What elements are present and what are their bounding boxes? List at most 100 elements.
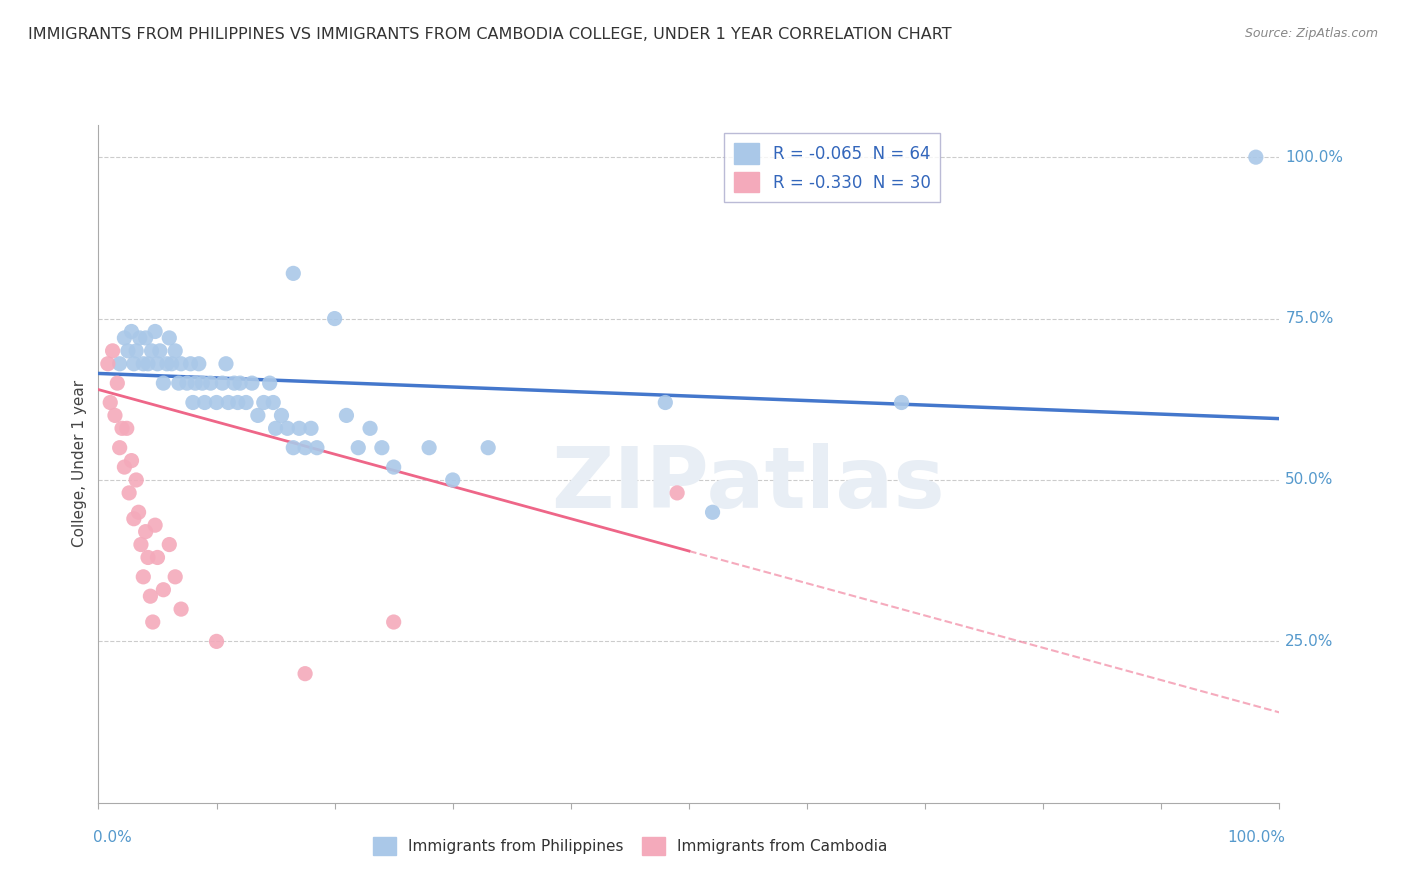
Point bbox=[135, 331, 157, 345]
Point bbox=[156, 357, 179, 371]
Point bbox=[191, 376, 214, 391]
Point bbox=[170, 357, 193, 371]
Point bbox=[167, 376, 190, 391]
Text: IMMIGRANTS FROM PHILIPPINES VS IMMIGRANTS FROM CAMBODIA COLLEGE, UNDER 1 YEAR CO: IMMIGRANTS FROM PHILIPPINES VS IMMIGRANT… bbox=[28, 27, 952, 42]
Point bbox=[181, 395, 204, 409]
Point bbox=[129, 537, 152, 551]
Text: 50.0%: 50.0% bbox=[1285, 473, 1334, 488]
Point bbox=[165, 343, 187, 358]
Point bbox=[441, 473, 464, 487]
Point bbox=[165, 570, 187, 584]
Point bbox=[132, 570, 155, 584]
Point bbox=[98, 395, 121, 409]
Point bbox=[276, 421, 298, 435]
Point bbox=[108, 441, 131, 455]
Point bbox=[382, 460, 405, 475]
Point bbox=[224, 376, 246, 391]
Point bbox=[152, 582, 174, 597]
Text: 25.0%: 25.0% bbox=[1285, 634, 1334, 648]
Point bbox=[335, 409, 357, 423]
Point bbox=[128, 331, 150, 345]
Y-axis label: College, Under 1 year: College, Under 1 year bbox=[72, 380, 87, 548]
Point bbox=[176, 376, 198, 391]
Point bbox=[288, 421, 311, 435]
Point bbox=[128, 505, 150, 519]
Point bbox=[305, 441, 328, 455]
Point bbox=[1244, 150, 1267, 164]
Point bbox=[262, 395, 284, 409]
Point bbox=[235, 395, 257, 409]
Point bbox=[418, 441, 440, 455]
Point bbox=[125, 343, 148, 358]
Text: Source: ZipAtlas.com: Source: ZipAtlas.com bbox=[1244, 27, 1378, 40]
Point bbox=[259, 376, 281, 391]
Legend: Immigrants from Philippines, Immigrants from Cambodia: Immigrants from Philippines, Immigrants … bbox=[366, 829, 894, 863]
Point bbox=[477, 441, 499, 455]
Point bbox=[112, 331, 135, 345]
Text: 100.0%: 100.0% bbox=[1285, 150, 1343, 165]
Point bbox=[702, 505, 724, 519]
Point bbox=[253, 395, 276, 409]
Point bbox=[264, 421, 287, 435]
Point bbox=[136, 357, 159, 371]
Point bbox=[184, 376, 207, 391]
Point bbox=[205, 395, 228, 409]
Point bbox=[97, 357, 120, 371]
Point bbox=[149, 343, 172, 358]
Point bbox=[142, 615, 165, 629]
Point bbox=[104, 409, 127, 423]
Point bbox=[270, 409, 292, 423]
Point bbox=[122, 357, 145, 371]
Point bbox=[205, 634, 228, 648]
Point bbox=[143, 518, 166, 533]
Point bbox=[666, 486, 689, 500]
Point bbox=[294, 666, 316, 681]
Point bbox=[240, 376, 263, 391]
Point bbox=[136, 550, 159, 565]
Point bbox=[146, 550, 169, 565]
Point bbox=[101, 343, 124, 358]
Point bbox=[117, 343, 139, 358]
Point bbox=[118, 486, 141, 500]
Point bbox=[347, 441, 370, 455]
Point bbox=[246, 409, 269, 423]
Point bbox=[121, 325, 143, 339]
Point bbox=[108, 357, 131, 371]
Point bbox=[122, 512, 145, 526]
Point bbox=[283, 441, 305, 455]
Point bbox=[135, 524, 157, 539]
Point bbox=[112, 460, 135, 475]
Text: 100.0%: 100.0% bbox=[1227, 830, 1285, 845]
Point bbox=[180, 357, 202, 371]
Point bbox=[170, 602, 193, 616]
Point bbox=[115, 421, 138, 435]
Point bbox=[146, 357, 169, 371]
Point bbox=[226, 395, 249, 409]
Point bbox=[157, 331, 180, 345]
Point bbox=[194, 395, 217, 409]
Point bbox=[283, 266, 305, 280]
Point bbox=[111, 421, 134, 435]
Point bbox=[215, 357, 238, 371]
Point bbox=[211, 376, 233, 391]
Point bbox=[294, 441, 316, 455]
Point bbox=[187, 357, 209, 371]
Point bbox=[141, 343, 163, 358]
Point bbox=[229, 376, 252, 391]
Point bbox=[157, 537, 180, 551]
Point bbox=[299, 421, 322, 435]
Text: ZIPatlas: ZIPatlas bbox=[551, 442, 945, 525]
Point bbox=[890, 395, 912, 409]
Point bbox=[125, 473, 148, 487]
Point bbox=[105, 376, 128, 391]
Text: 75.0%: 75.0% bbox=[1285, 311, 1334, 326]
Point bbox=[371, 441, 394, 455]
Point bbox=[382, 615, 405, 629]
Point bbox=[152, 376, 174, 391]
Point bbox=[143, 325, 166, 339]
Point bbox=[200, 376, 222, 391]
Point bbox=[217, 395, 239, 409]
Point bbox=[121, 453, 143, 467]
Point bbox=[323, 311, 346, 326]
Text: 0.0%: 0.0% bbox=[93, 830, 131, 845]
